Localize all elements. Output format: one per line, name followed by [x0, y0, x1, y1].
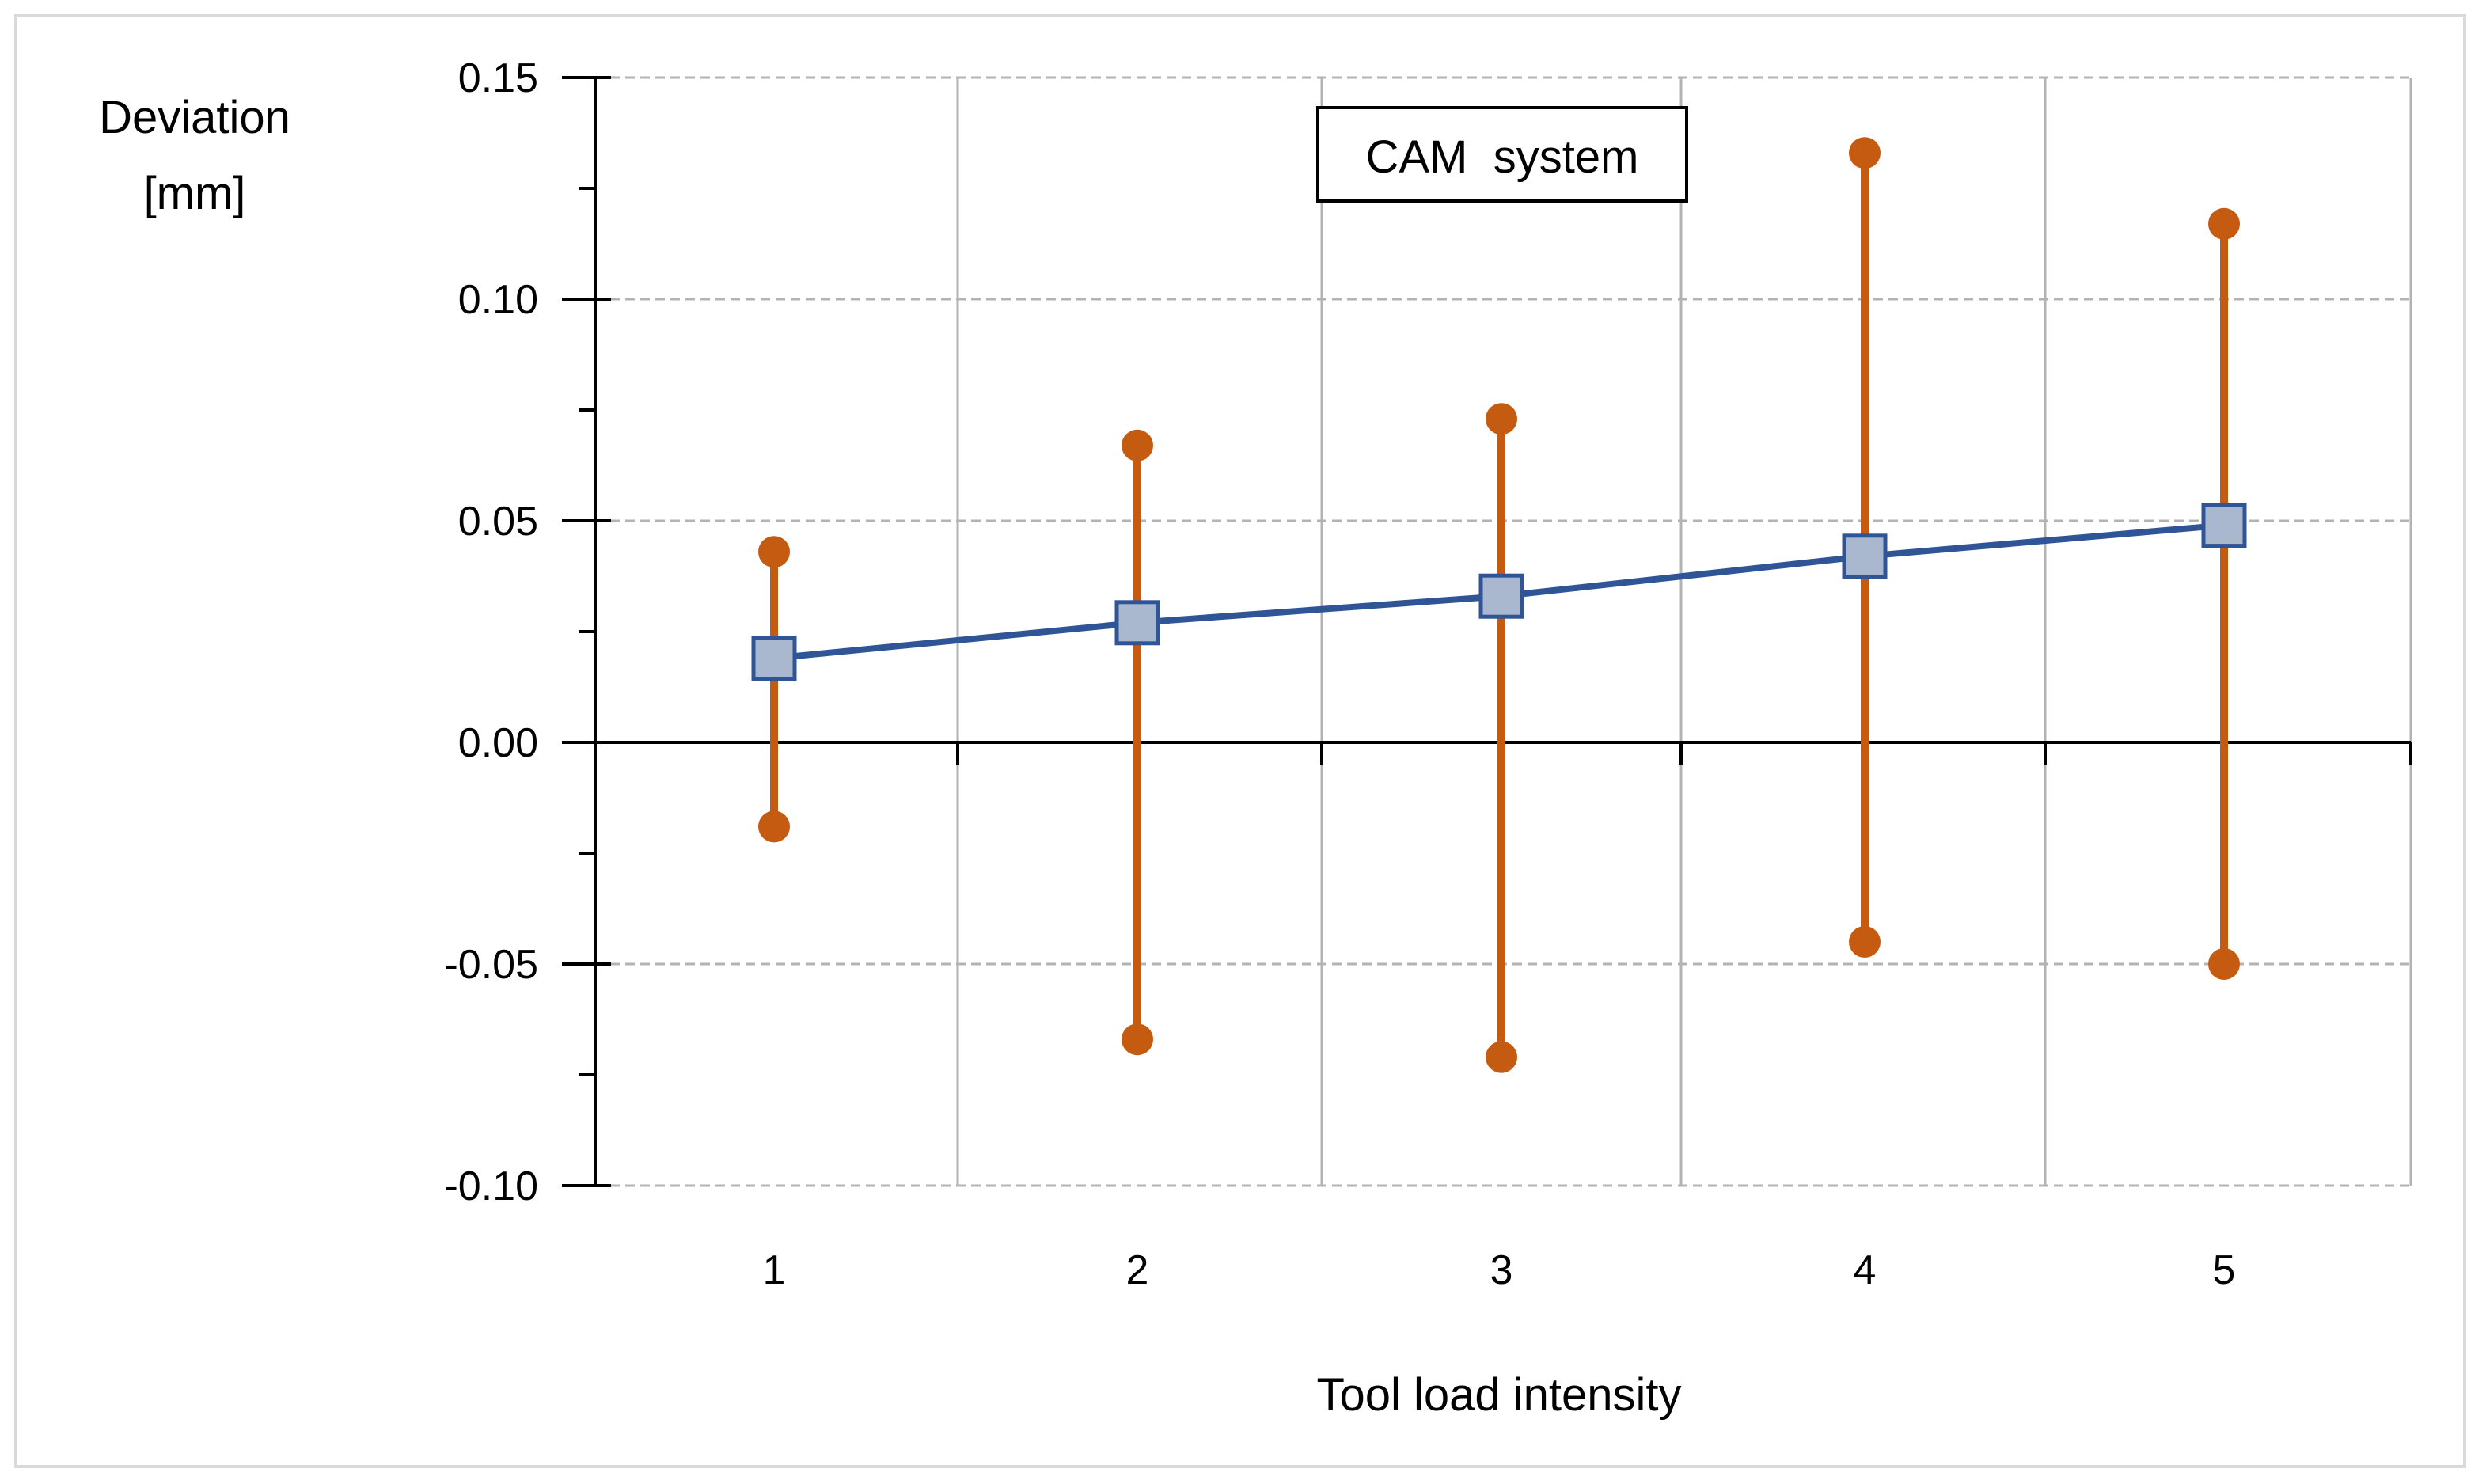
min-point [1486, 1041, 1517, 1073]
label-layer: 0.15 0.10 0.05 0.00 -0.05 -0.10 1 2 3 4 5 [444, 55, 2235, 1293]
series-layer [751, 137, 2247, 1073]
y-axis-title-line1: Deviation [99, 92, 290, 143]
y-tick-label: -0.05 [444, 942, 538, 988]
y-tick-label: 0.15 [458, 55, 538, 101]
max-point [1122, 429, 1153, 461]
min-point [758, 810, 790, 843]
min-point [1122, 1023, 1153, 1056]
min-point [1849, 926, 1881, 958]
mean-point [1478, 573, 1524, 619]
mean-point [1114, 600, 1160, 646]
y-tick-label: 0.05 [458, 499, 538, 545]
x-tick-label: 4 [1854, 1247, 1877, 1293]
min-point [2208, 948, 2240, 980]
max-point [1486, 403, 1517, 435]
axis-layer [562, 76, 2412, 1187]
chart-title: CAM system [1366, 131, 1639, 183]
grid-layer [595, 76, 2412, 1187]
max-point [2208, 207, 2240, 240]
max-point [1849, 137, 1881, 169]
x-tick-label: 2 [1126, 1247, 1149, 1293]
mean-point [1842, 533, 1888, 579]
x-tick-label: 1 [763, 1247, 786, 1293]
mean-point [751, 636, 797, 681]
y-tick-label: 0.10 [458, 277, 538, 323]
y-axis-title-line2: [mm] [144, 168, 246, 219]
x-tick-label: 3 [1490, 1247, 1513, 1293]
x-axis-title: Tool load intensity [1316, 1369, 1681, 1421]
chart-title-box [1316, 106, 1688, 203]
y-tick-label: -0.10 [444, 1163, 538, 1209]
x-tick-label: 5 [2213, 1247, 2236, 1293]
y-tick-label: 0.00 [458, 720, 538, 766]
mean-point [2201, 503, 2247, 548]
max-point [758, 536, 790, 568]
